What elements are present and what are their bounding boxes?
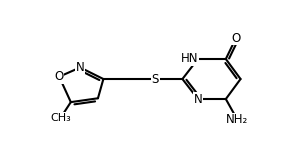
Text: CH₃: CH₃	[50, 112, 71, 122]
Text: O: O	[55, 70, 64, 83]
Text: S: S	[152, 73, 159, 85]
Text: O: O	[231, 32, 241, 45]
Text: N: N	[194, 93, 202, 106]
Text: N: N	[76, 61, 85, 74]
Text: NH₂: NH₂	[226, 113, 249, 126]
Text: HN: HN	[180, 52, 198, 66]
